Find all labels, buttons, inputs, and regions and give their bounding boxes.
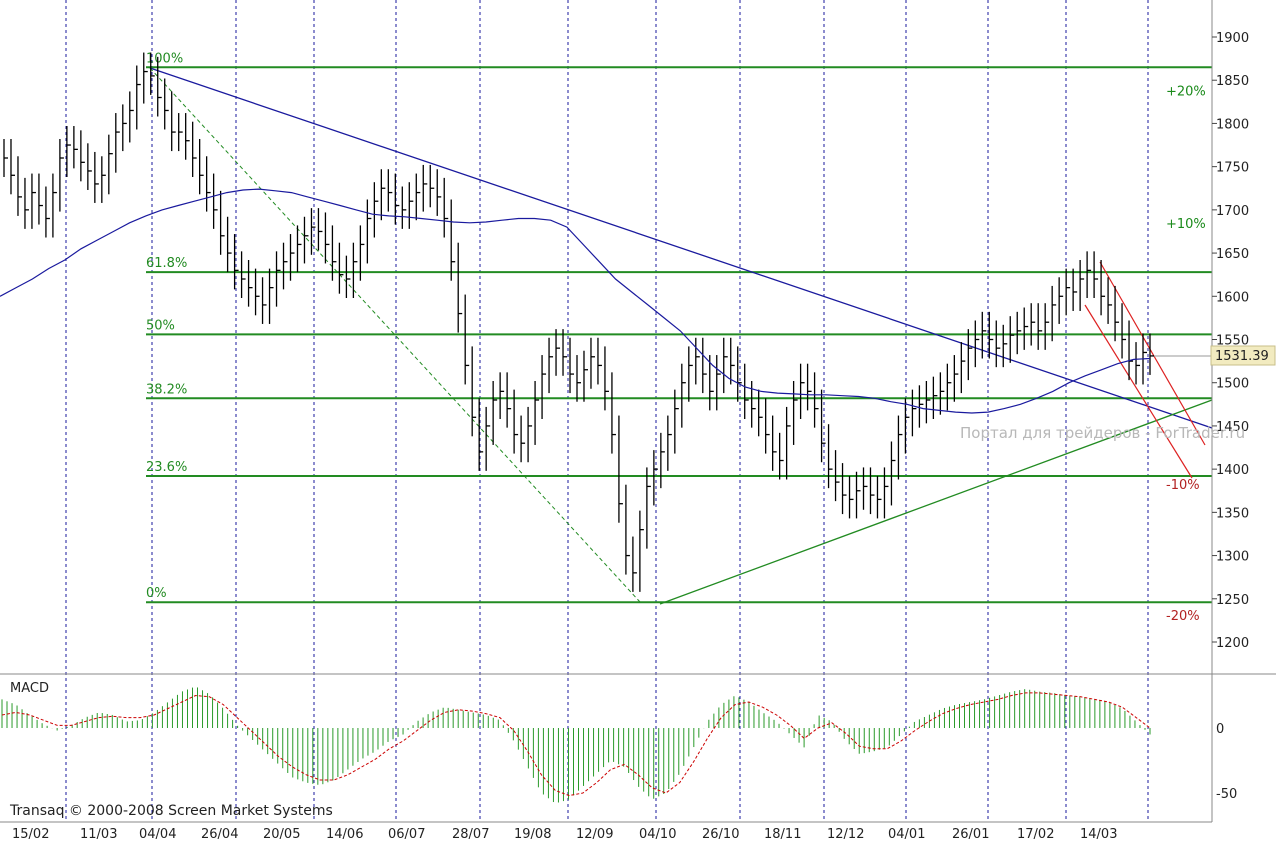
date-tick-label: 17/02 (1017, 827, 1054, 842)
price-tick-label: 1650 (1216, 247, 1249, 262)
fibonacci-levels: 100% 61.8% 50% 38.2% 23.6% 0% (146, 51, 1212, 604)
fib-level-label: 50% (146, 318, 175, 333)
price-tick-label: 1550 (1216, 334, 1249, 349)
macd-tick-label: -50 (1216, 787, 1237, 802)
fib-diagonal-line (149, 67, 641, 603)
date-tick-label: 19/08 (514, 827, 551, 842)
date-tick-label: 12/09 (576, 827, 613, 842)
fib-level-label: 23.6% (146, 460, 187, 475)
date-tick-label: 04/04 (139, 827, 176, 842)
watermark: Портал для трейдеров - ForTrader.ru (960, 424, 1245, 442)
channel-lower-line (1084, 304, 1193, 479)
price-tick-label: 1350 (1216, 506, 1249, 521)
percent-label: +10% (1166, 217, 1206, 232)
copyright: Transaq © 2000-2008 Screen Market System… (9, 803, 333, 819)
last-price-label: 1531.39 (1215, 349, 1269, 364)
date-tick-label: 26/04 (201, 827, 238, 842)
moving-average (0, 188, 1151, 414)
price-tick-label: 1600 (1216, 290, 1249, 305)
macd-signal-line (1, 692, 1151, 797)
percent-labels: +20% +10% -10% -20% (1166, 85, 1206, 625)
percent-label: -20% (1166, 609, 1200, 624)
price-tick-label: 1450 (1216, 420, 1249, 435)
trend-lines (149, 67, 1213, 605)
date-tick-label: 12/12 (827, 827, 864, 842)
date-tick-label: 15/02 (12, 827, 49, 842)
ma-line (0, 188, 1151, 414)
channel-upper-line (1099, 261, 1206, 446)
date-tick-label: 26/01 (952, 827, 989, 842)
price-tick-label: 1200 (1216, 636, 1249, 651)
price-tick-label: 1700 (1216, 204, 1249, 219)
price-tick-label: 1800 (1216, 117, 1249, 132)
price-tick-label: 1850 (1216, 74, 1249, 89)
fib-level-label: 61.8% (146, 256, 187, 271)
vertical-grid (65, 0, 1149, 822)
percent-label: +20% (1166, 85, 1206, 100)
fib-level-label: 38.2% (146, 382, 187, 397)
date-tick-label: 06/07 (388, 827, 425, 842)
price-bars (3, 52, 1154, 592)
fib-level-label: 100% (146, 51, 183, 66)
date-tick-label: 26/10 (702, 827, 739, 842)
date-tick-label: 20/05 (263, 827, 300, 842)
price-tick-label: 1500 (1216, 377, 1249, 392)
date-tick-label: 04/01 (888, 827, 925, 842)
price-tick-label: 1900 (1216, 31, 1249, 46)
price-tick-label: 1400 (1216, 463, 1249, 478)
price-tick-label: 1300 (1216, 550, 1249, 565)
macd-title: MACD (10, 681, 49, 696)
date-tick-label: 28/07 (452, 827, 489, 842)
macd-panel: 0 -50 (0, 673, 1276, 803)
support-trendline (659, 399, 1213, 605)
date-axis: 15/02 11/03 04/04 26/04 20/05 14/06 06/07 28/07… (0, 821, 1212, 842)
price-axis: 1900 1850 1800 1750 1700 1650 1600 1550 1500 1450… (1211, 0, 1249, 822)
price-tick-label: 1250 (1216, 593, 1249, 608)
date-tick-label: 04/10 (639, 827, 676, 842)
date-tick-label: 18/11 (764, 827, 801, 842)
date-tick-label: 11/03 (80, 827, 117, 842)
price-tick-label: 1750 (1216, 161, 1249, 176)
date-tick-label: 14/03 (1080, 827, 1117, 842)
fib-level-label: 0% (146, 586, 167, 601)
date-tick-label: 14/06 (326, 827, 363, 842)
last-price-badge: 1531.39 (1210, 345, 1276, 366)
resistance-trendline (149, 67, 1213, 429)
macd-tick-label: 0 (1216, 722, 1224, 737)
percent-label: -10% (1166, 478, 1200, 493)
